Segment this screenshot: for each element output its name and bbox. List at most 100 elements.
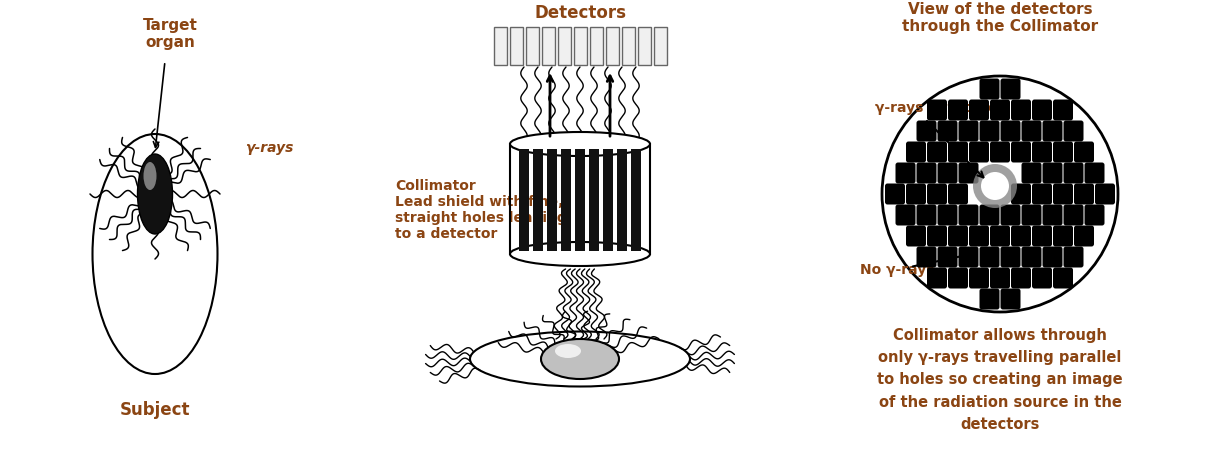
FancyBboxPatch shape: [1074, 142, 1094, 163]
Text: Collimator
Lead shield with fine,
straight holes leading
to a detector: Collimator Lead shield with fine, straig…: [395, 178, 567, 241]
Bar: [616, 150, 628, 252]
FancyBboxPatch shape: [885, 184, 905, 205]
Ellipse shape: [555, 344, 581, 358]
Bar: [519, 150, 529, 252]
Bar: [603, 150, 613, 252]
FancyBboxPatch shape: [1001, 121, 1020, 142]
FancyBboxPatch shape: [959, 121, 979, 142]
Text: Collimator allows through
only γ-rays travelling parallel
to holes so creating a: Collimator allows through only γ-rays tr…: [877, 327, 1122, 431]
FancyBboxPatch shape: [969, 142, 989, 163]
FancyBboxPatch shape: [927, 268, 947, 289]
Circle shape: [882, 77, 1117, 312]
FancyBboxPatch shape: [1052, 142, 1073, 163]
FancyBboxPatch shape: [948, 142, 968, 163]
FancyBboxPatch shape: [1001, 289, 1020, 310]
FancyBboxPatch shape: [990, 226, 1009, 247]
FancyBboxPatch shape: [927, 184, 947, 205]
FancyBboxPatch shape: [927, 100, 947, 121]
Ellipse shape: [510, 243, 650, 267]
FancyBboxPatch shape: [1052, 268, 1073, 289]
FancyBboxPatch shape: [948, 226, 968, 247]
Ellipse shape: [144, 162, 156, 191]
FancyBboxPatch shape: [1011, 142, 1032, 163]
Text: γ-rays detected: γ-rays detected: [876, 101, 998, 115]
Bar: [561, 150, 571, 252]
FancyBboxPatch shape: [969, 226, 989, 247]
FancyBboxPatch shape: [1022, 163, 1041, 184]
FancyBboxPatch shape: [1011, 226, 1032, 247]
FancyBboxPatch shape: [980, 205, 1000, 226]
FancyBboxPatch shape: [1074, 184, 1094, 205]
Bar: [589, 150, 599, 252]
Circle shape: [981, 172, 1009, 201]
FancyBboxPatch shape: [990, 100, 1009, 121]
FancyBboxPatch shape: [980, 247, 1000, 268]
FancyBboxPatch shape: [927, 226, 947, 247]
FancyBboxPatch shape: [1084, 205, 1104, 226]
Bar: [533, 150, 543, 252]
FancyBboxPatch shape: [1022, 121, 1041, 142]
Bar: [573, 28, 587, 66]
FancyBboxPatch shape: [1063, 163, 1083, 184]
FancyBboxPatch shape: [1011, 268, 1032, 289]
FancyBboxPatch shape: [980, 121, 1000, 142]
Bar: [589, 28, 603, 66]
FancyBboxPatch shape: [937, 205, 958, 226]
Text: Detectors: Detectors: [534, 4, 626, 22]
FancyBboxPatch shape: [1043, 205, 1062, 226]
Circle shape: [985, 177, 1000, 191]
FancyBboxPatch shape: [937, 247, 958, 268]
Bar: [621, 28, 635, 66]
FancyBboxPatch shape: [1052, 226, 1073, 247]
Text: Target
organ: Target organ: [142, 18, 198, 51]
FancyBboxPatch shape: [959, 247, 979, 268]
Bar: [558, 28, 571, 66]
FancyBboxPatch shape: [1063, 205, 1083, 226]
FancyBboxPatch shape: [1011, 100, 1032, 121]
FancyBboxPatch shape: [1022, 247, 1041, 268]
FancyBboxPatch shape: [1022, 205, 1041, 226]
FancyBboxPatch shape: [1032, 184, 1052, 205]
FancyBboxPatch shape: [895, 163, 916, 184]
FancyBboxPatch shape: [906, 142, 926, 163]
FancyBboxPatch shape: [980, 79, 1000, 100]
FancyBboxPatch shape: [948, 184, 968, 205]
Circle shape: [973, 165, 1017, 208]
FancyBboxPatch shape: [1032, 268, 1052, 289]
FancyBboxPatch shape: [980, 289, 1000, 310]
Bar: [605, 28, 619, 66]
FancyBboxPatch shape: [1001, 205, 1020, 226]
FancyBboxPatch shape: [1095, 184, 1115, 205]
FancyBboxPatch shape: [959, 163, 979, 184]
Bar: [494, 28, 506, 66]
Text: γ-rays: γ-rays: [246, 141, 293, 155]
FancyBboxPatch shape: [1032, 100, 1052, 121]
Text: No γ-rays: No γ-rays: [860, 263, 935, 276]
FancyBboxPatch shape: [990, 268, 1009, 289]
Bar: [575, 150, 585, 252]
FancyBboxPatch shape: [916, 205, 937, 226]
Bar: [542, 28, 555, 66]
Ellipse shape: [138, 155, 172, 234]
FancyBboxPatch shape: [1011, 184, 1032, 205]
FancyBboxPatch shape: [1001, 79, 1020, 100]
Bar: [510, 28, 522, 66]
FancyBboxPatch shape: [1032, 142, 1052, 163]
FancyBboxPatch shape: [906, 226, 926, 247]
FancyBboxPatch shape: [1043, 247, 1062, 268]
FancyBboxPatch shape: [1043, 163, 1062, 184]
FancyBboxPatch shape: [1084, 163, 1104, 184]
Ellipse shape: [510, 133, 650, 157]
Text: Subject: Subject: [120, 400, 190, 418]
FancyBboxPatch shape: [1063, 247, 1083, 268]
FancyBboxPatch shape: [948, 100, 968, 121]
FancyBboxPatch shape: [916, 163, 937, 184]
Bar: [526, 28, 539, 66]
FancyBboxPatch shape: [1001, 247, 1020, 268]
FancyBboxPatch shape: [937, 163, 958, 184]
FancyBboxPatch shape: [969, 268, 989, 289]
FancyBboxPatch shape: [895, 205, 916, 226]
FancyBboxPatch shape: [927, 142, 947, 163]
Text: View of the detectors
through the Collimator: View of the detectors through the Collim…: [901, 2, 1098, 34]
Bar: [631, 150, 641, 252]
